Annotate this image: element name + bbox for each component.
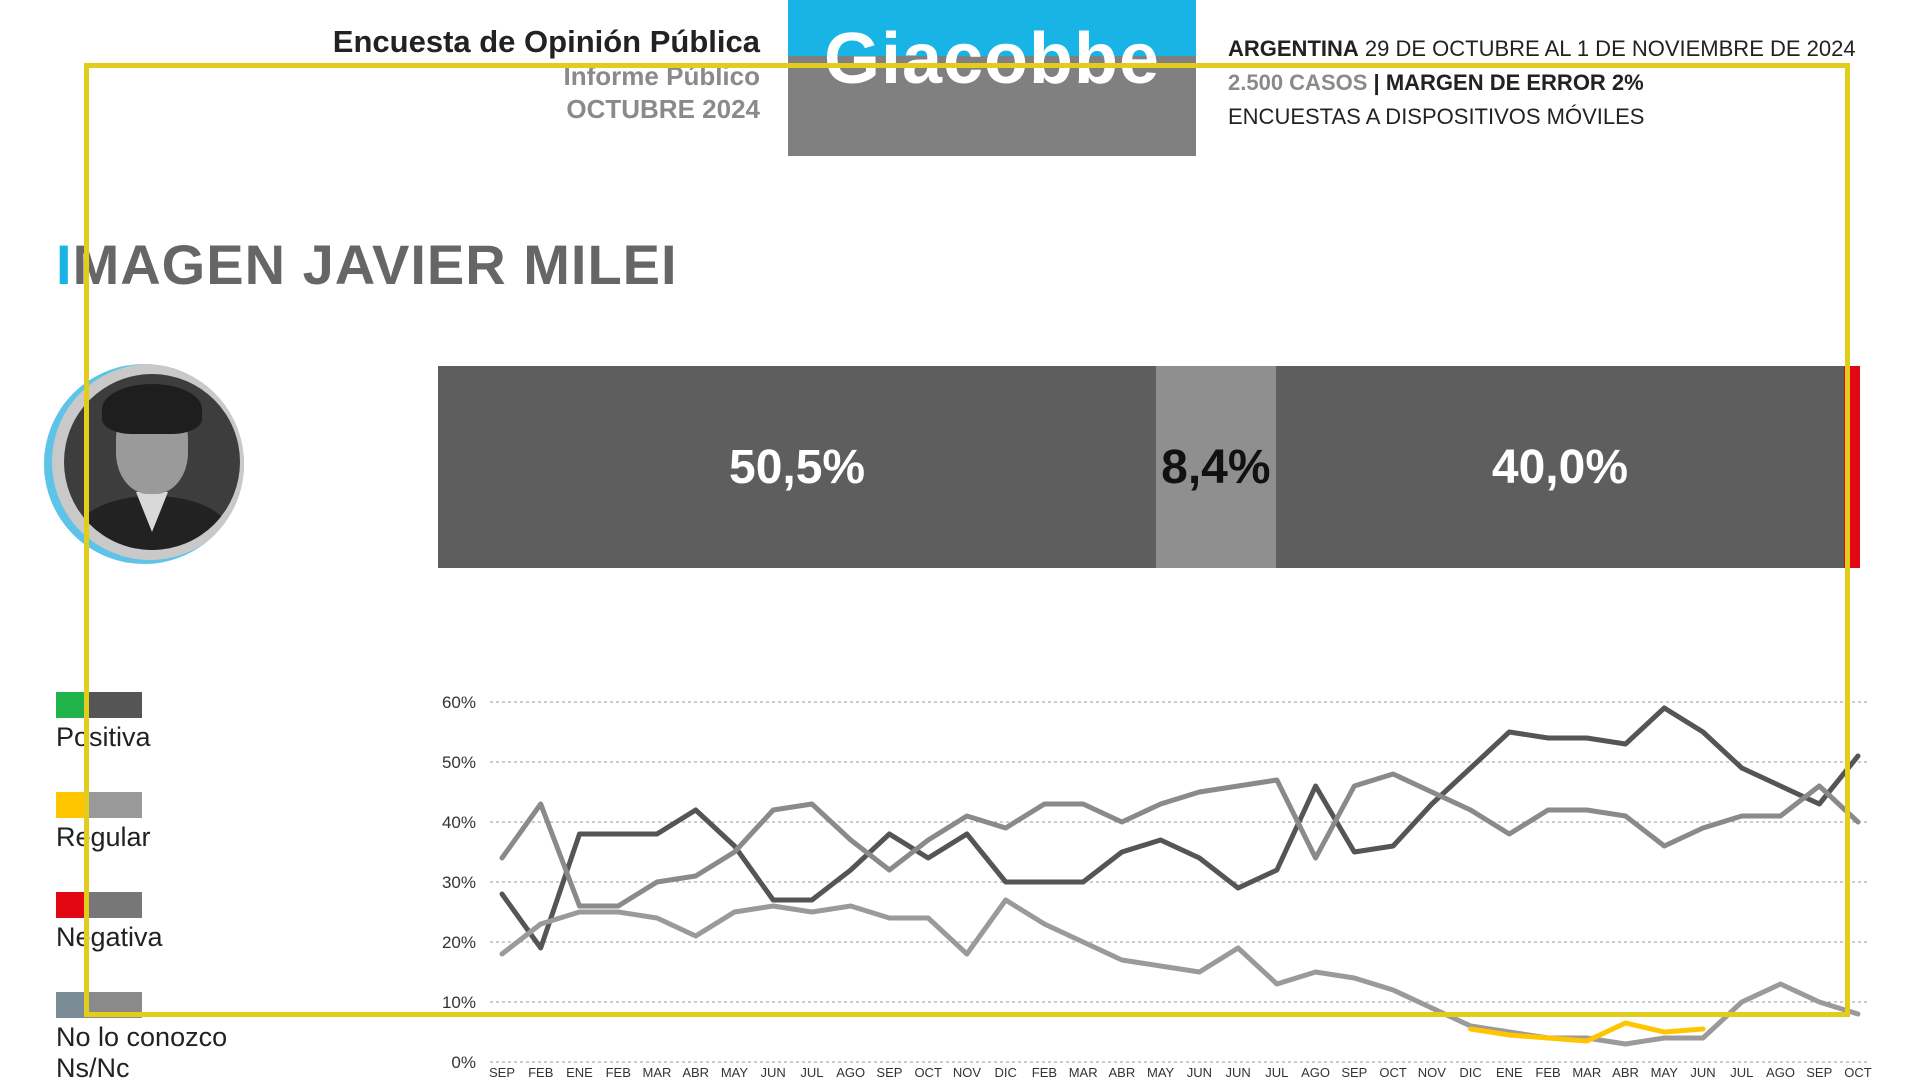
report-type: Informe Público (563, 61, 760, 91)
legend-swatch (56, 992, 142, 1018)
trend-chart: 0% 10% 20% 30% 40% 50% 60% SEP FEB ENE FEB MAR ABR MA… (442, 693, 1872, 1080)
x-tick-label: JUN (761, 1065, 786, 1080)
logo-accent-band (788, 0, 1196, 56)
series-line-3 (1468, 1020, 1706, 1044)
x-tick-label: JUL (1265, 1065, 1288, 1080)
x-tick-label: MAR (1069, 1065, 1098, 1080)
series-line-0 (499, 705, 1861, 951)
x-tick-label: ENE (1496, 1065, 1523, 1080)
survey-title: Encuesta de Opinión Pública (332, 24, 760, 59)
segment-nsnc (1844, 366, 1860, 568)
current-image-bar: 50,5% 8,4% 40,0% (438, 366, 1860, 568)
x-tick-label: NOV (953, 1065, 982, 1080)
x-tick-label: JUN (1225, 1065, 1250, 1080)
legend-item-regular: Regular (56, 792, 296, 853)
x-tick-label: DIC (1459, 1065, 1481, 1080)
legend-label: Positiva (56, 722, 151, 752)
logo-text: Giacobbe (823, 19, 1161, 99)
legend-label: No lo conozco (56, 1022, 228, 1052)
x-tick-label: MAR (1572, 1065, 1601, 1080)
x-tick-label: AGO (836, 1065, 865, 1080)
x-tick-label: MAY (721, 1065, 749, 1080)
x-tick-label: NOV (1418, 1065, 1447, 1080)
x-tick-label: MAR (643, 1065, 672, 1080)
avatar-photo (64, 374, 240, 550)
x-tick-label: OCT (1844, 1065, 1872, 1080)
section-title-accent: I (56, 233, 73, 296)
x-tick-label: JUN (1187, 1065, 1212, 1080)
y-tick-label: 30% (442, 873, 476, 892)
x-tick-label: MAY (1651, 1065, 1679, 1080)
x-tick-label: AGO (1301, 1065, 1330, 1080)
legend-label: Ns/Nc (56, 1053, 130, 1083)
x-tick-label: FEB (528, 1065, 553, 1080)
x-tick-label: FEB (606, 1065, 631, 1080)
legend-swatch (56, 692, 142, 718)
method: ENCUESTAS A DISPOSITIVOS MÓVILES (1228, 104, 1645, 129)
x-tick-label: ENE (566, 1065, 593, 1080)
legend-label: Regular (56, 822, 151, 852)
x-tick-label: SEP (489, 1065, 515, 1080)
y-tick-label: 10% (442, 993, 476, 1012)
cases: 2.500 CASOS (1228, 70, 1368, 95)
y-tick-label: 20% (442, 933, 476, 952)
segment-negative: 40,0% (1275, 366, 1845, 568)
x-tick-label: JUL (1730, 1065, 1753, 1080)
segment-positive: 50,5% (438, 366, 1157, 568)
legend-swatch (56, 792, 142, 818)
date-range: 29 DE OCTUBRE AL 1 DE NOVIEMBRE DE 2024 (1364, 36, 1856, 61)
segment-positive-label: 50,5% (729, 440, 866, 494)
x-tick-label: SEP (1341, 1065, 1367, 1080)
legend-item-positiva: Positiva (56, 692, 296, 753)
x-tick-label: FEB (1535, 1065, 1560, 1080)
x-tick-label: FEB (1032, 1065, 1057, 1080)
y-tick-label: 50% (442, 753, 476, 772)
segment-regular: 8,4% (1156, 366, 1276, 568)
report-header: Encuesta de Opinión Pública Informe Públ… (333, 24, 760, 126)
y-tick-label: 0% (451, 1053, 476, 1072)
separator: | (1373, 70, 1380, 95)
country: ARGENTINA (1228, 36, 1359, 61)
segment-negative-label: 40,0% (1491, 440, 1629, 494)
x-tick-label: ABR (1612, 1065, 1639, 1080)
section-title-text: MAGEN JAVIER MILEI (72, 233, 678, 296)
x-tick-label: JUL (800, 1065, 823, 1080)
x-tick-label: SEP (1806, 1065, 1832, 1080)
sample-line: 2.500 CASOS | MARGEN DE ERROR 2% (1228, 66, 1856, 100)
x-tick-label: ABR (682, 1065, 709, 1080)
margin-of-error: MARGEN DE ERROR 2% (1385, 70, 1644, 95)
legend-label: Negativa (56, 922, 163, 952)
y-tick-label: 40% (442, 813, 476, 832)
survey-details: ARGENTINA 29 DE OCTUBRE AL 1 DE NOVIEMBR… (1228, 32, 1856, 134)
legend-item-no-lo-conozco: No lo conozco Ns/Nc (56, 992, 296, 1084)
x-tick-label: OCT (914, 1065, 942, 1080)
y-tick-label: 60% (442, 693, 476, 712)
report-period: OCTUBRE 2024 (566, 94, 760, 124)
x-tick-label: MAY (1147, 1065, 1175, 1080)
series-line-1 (499, 771, 1861, 909)
avatar-hair (102, 384, 202, 434)
x-tick-label: DIC (994, 1065, 1016, 1080)
legend-swatch (56, 892, 142, 918)
x-tick-label: JUN (1690, 1065, 1715, 1080)
x-tick-label: SEP (876, 1065, 902, 1080)
legend-item-negativa: Negativa (56, 892, 296, 953)
series-line-2 (499, 897, 1861, 1047)
section-title: IMAGEN JAVIER MILEI (56, 232, 678, 297)
avatar (44, 364, 244, 564)
x-tick-label: AGO (1766, 1065, 1795, 1080)
x-tick-label: OCT (1379, 1065, 1407, 1080)
x-tick-label: ABR (1109, 1065, 1136, 1080)
pollster-logo: Giacobbe (788, 0, 1196, 156)
survey-date-line: ARGENTINA 29 DE OCTUBRE AL 1 DE NOVIEMBR… (1228, 32, 1856, 66)
segment-regular-label: 8,4% (1161, 440, 1271, 494)
